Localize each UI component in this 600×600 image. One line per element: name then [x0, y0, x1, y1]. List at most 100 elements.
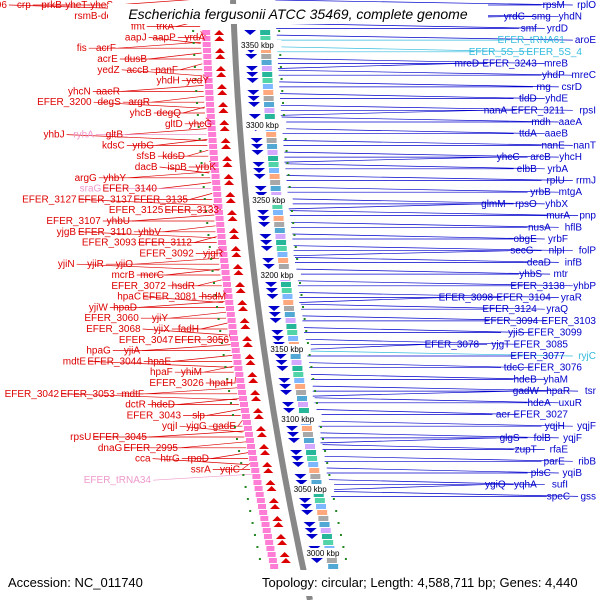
gene-label-right[interactable]: rplU	[546, 176, 564, 187]
gene-label-right[interactable]: aaeA	[559, 117, 583, 128]
gene-label-right[interactable]: uxuR	[559, 398, 582, 409]
gene-label-left[interactable]: EFER_3045	[93, 432, 148, 443]
gene-label-right[interactable]: rpsM	[543, 0, 565, 11]
gene-label-right[interactable]: rng	[536, 82, 550, 93]
gene-label-left[interactable]: mdtE	[63, 356, 87, 367]
gene-label-left[interactable]: hpaF	[150, 367, 173, 378]
gene-label-right[interactable]: EFER_3138	[510, 281, 565, 292]
gene-label-right[interactable]: mtgA	[559, 187, 583, 198]
gene-label-left[interactable]: ispB	[167, 162, 187, 173]
gene-label-right[interactable]: nanA	[484, 105, 508, 116]
gene-label-left[interactable]: EFER_3133	[165, 205, 220, 216]
gene-label-right[interactable]: folB	[534, 433, 552, 444]
gene-label-right[interactable]: aer	[496, 410, 511, 421]
gene-label-left[interactable]: EFER_3140	[103, 184, 158, 195]
gene-label-right[interactable]: ygiQ	[485, 480, 506, 491]
gene-label-right[interactable]: yhcC	[497, 152, 520, 163]
gene-label-right[interactable]: rpsO	[515, 199, 537, 210]
gene-label-left[interactable]: hpaH	[209, 378, 233, 389]
gene-label-right[interactable]: EFER_3094	[484, 316, 539, 327]
gene-label-left[interactable]: yhbY	[103, 173, 126, 184]
gene-label-right[interactable]: yqhA	[514, 480, 537, 491]
gene-label-left[interactable]: dnaG	[98, 443, 123, 454]
gene-label-right[interactable]: EFER_3243	[482, 59, 537, 70]
gene-label-left[interactable]: aapP	[152, 32, 176, 43]
gene-label-left[interactable]: ssrA	[191, 464, 211, 475]
gene-label-right[interactable]: yqiB	[563, 468, 583, 479]
gene-label-left[interactable]: EFER_3026	[149, 378, 204, 389]
gene-label-left[interactable]: argG	[75, 173, 97, 184]
gene-label-right[interactable]: nlpI	[549, 246, 565, 257]
gene-label-right[interactable]: yrbB	[530, 187, 551, 198]
gene-label-left[interactable]: aaeR	[96, 86, 120, 97]
gene-label-right[interactable]: mreC	[572, 70, 596, 81]
gene-label-left[interactable]: yjiA	[124, 346, 140, 357]
gene-label-right[interactable]: deaD	[527, 257, 551, 268]
gene-label-left[interactable]: aapJ	[125, 32, 147, 43]
gene-label-left[interactable]: EFER_3081	[142, 292, 197, 303]
gene-label-left[interactable]: gltD	[165, 119, 183, 130]
gene-label-right[interactable]: yrbA	[547, 164, 568, 175]
gene-label-left[interactable]: hdeD	[151, 400, 175, 411]
gene-label-left[interactable]: yjiR	[87, 259, 104, 270]
gene-label-left[interactable]: yrdA	[184, 32, 205, 43]
gene-label-right[interactable]: nanT	[573, 140, 596, 151]
gene-label-left[interactable]: yhcG	[189, 119, 213, 130]
gene-label-left[interactable]: yjiY	[152, 313, 168, 324]
gene-label-left[interactable]: slp	[192, 410, 205, 421]
gene-label-left[interactable]: sfsB	[136, 151, 156, 162]
gene-label-right[interactable]: yhbX	[545, 199, 568, 210]
gene-label-left[interactable]: yjiW	[89, 302, 108, 313]
gene-label-right[interactable]: yhcH	[559, 152, 582, 163]
gene-label-left[interactable]: rsmB-def	[74, 11, 115, 22]
gene-label-left[interactable]: acrF	[96, 43, 116, 54]
gene-label-right[interactable]: yhdN	[559, 12, 582, 23]
gene-label-left[interactable]: hsdR	[172, 281, 195, 292]
gene-label-right[interactable]: ttdA	[519, 129, 537, 140]
gene-label-left[interactable]: EFER_3107	[46, 216, 101, 227]
gene-label-left[interactable]: kdsC	[102, 140, 125, 151]
gene-label-left[interactable]: crp	[17, 0, 31, 11]
gene-label-right[interactable]: aaeB	[545, 129, 569, 140]
gene-label-left[interactable]: EFER_3112	[138, 238, 192, 249]
gene-label-left[interactable]: yrbK	[195, 162, 216, 173]
gene-label-left[interactable]: EFER_3137	[78, 194, 133, 205]
gene-label-left[interactable]: yjiX	[154, 324, 170, 335]
gene-label-left[interactable]: yjiO	[116, 259, 133, 270]
gene-label-left[interactable]: acrE	[97, 54, 118, 65]
gene-label-left[interactable]: hpaD	[113, 302, 137, 313]
gene-label-right[interactable]: parE	[544, 456, 565, 467]
gene-label-right[interactable]: arcB	[530, 152, 551, 163]
gene-label-left[interactable]: EFER_3047	[119, 335, 174, 346]
gene-label-right[interactable]: smf	[521, 23, 537, 34]
gene-label-right[interactable]: csrD	[561, 82, 582, 93]
gene-label-right[interactable]: tldD	[519, 94, 537, 105]
gene-label-right[interactable]: nanE	[541, 140, 565, 151]
gene-label-left[interactable]: trkA	[156, 22, 174, 33]
gene-label-left[interactable]: yhdH	[156, 76, 179, 87]
gene-label-right[interactable]: yqjF	[577, 421, 596, 432]
gene-label-left[interactable]: ryhA	[73, 130, 94, 141]
gene-label-right[interactable]: yjgT	[491, 339, 510, 350]
gene-label-right[interactable]: mdh	[531, 117, 550, 128]
gene-label-right[interactable]: yrbF	[548, 234, 568, 245]
gene-label-right[interactable]: sufI	[552, 480, 568, 491]
gene-label-right[interactable]: plsC	[531, 468, 551, 479]
gene-label-right[interactable]: secG	[510, 246, 534, 257]
gene-label-left[interactable]: EFER_3042	[5, 389, 60, 400]
gene-label-left[interactable]: EFER_3072	[111, 281, 166, 292]
gene-label-left[interactable]: yhbV	[138, 227, 161, 238]
gene-label-left[interactable]: yjgG	[186, 421, 207, 432]
gene-label-left[interactable]: prkB-yheT-yheS	[41, 0, 113, 11]
gene-label-right[interactable]: glmM	[481, 199, 505, 210]
gene-label-left[interactable]: EFER_3125	[109, 205, 164, 216]
gene-label-right[interactable]: yhdE	[545, 94, 568, 105]
gene-label-left[interactable]: yjgB	[57, 227, 77, 238]
gene-label-right[interactable]: yhaM	[544, 374, 568, 385]
gene-label-right[interactable]: obgE	[513, 234, 537, 245]
gene-label-right[interactable]: EFER_5S_4	[526, 47, 582, 58]
gene-label-left[interactable]: mcrC	[140, 270, 164, 281]
gene-label-right[interactable]: yraR	[561, 293, 582, 304]
gene-label-left[interactable]: EFER_3200	[37, 97, 92, 108]
gene-label-right[interactable]: hpaR	[546, 386, 570, 397]
